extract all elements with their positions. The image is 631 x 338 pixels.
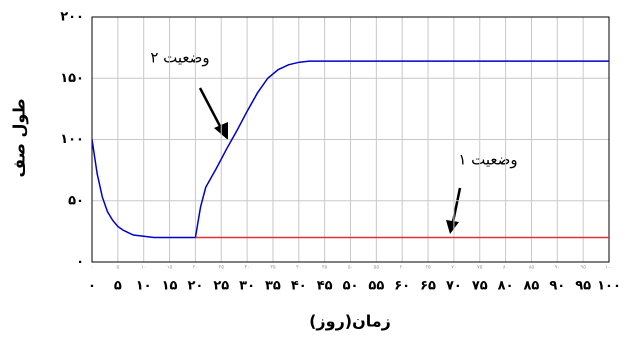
x-tick-label: ۵ <box>114 279 122 294</box>
x-tick-label: ۱۰ <box>136 279 152 294</box>
x-tick-label: ۱۰۰ <box>597 279 621 294</box>
x-tick-label: ۱۵ <box>162 279 178 294</box>
x-tick-label: ۶۵ <box>420 279 436 294</box>
x-tick-label-small: ۶۰ <box>400 265 405 271</box>
x-tick-label: ۵۵ <box>368 279 384 294</box>
x-tick-label: ۲۵ <box>213 279 229 294</box>
y-tick-label: ۱۵۰ <box>60 71 84 86</box>
x-tick-label: ۸۰ <box>498 279 514 294</box>
series-line <box>91 60 609 239</box>
x-tick-label-small: ۰ <box>91 265 94 271</box>
x-tick-label-small: ۶۵ <box>425 265 431 271</box>
x-tick-label-small: ۷۰ <box>451 265 456 271</box>
y-tick-label: ۱۰۰ <box>60 132 84 147</box>
annotation: وضعیت ۲ <box>150 49 209 67</box>
x-tick-label: ۸۵ <box>524 279 540 294</box>
x-tick-label: ۷۰ <box>446 279 462 294</box>
x-tick-label-small: ۳۵ <box>270 265 276 271</box>
x-tick-label: ۳۰ <box>239 279 255 294</box>
x-tick-label-small: ۱۰۰ <box>605 265 613 271</box>
x-tick-label: ۴۵ <box>317 279 333 294</box>
y-tick-label: ۲۰۰ <box>60 10 84 25</box>
x-tick-label-small: ۷۵ <box>477 265 483 271</box>
x-axis-label: زمان(روز) <box>309 312 391 331</box>
x-tick-label-small: ۹۵ <box>580 265 586 271</box>
x-tick-label: ۹۰ <box>549 279 565 294</box>
x-tick-label-small: ۹۰ <box>555 265 560 271</box>
x-tick-label: ۰ <box>88 279 96 294</box>
x-tick-label: ۷۵ <box>472 279 488 294</box>
x-tick-label: ۵۰ <box>343 279 359 294</box>
x-tick-label-small: ۲۰ <box>193 265 198 271</box>
x-tick-label-small: ۵۵ <box>374 265 380 271</box>
x-tick-label-small: ۴۵ <box>322 265 328 271</box>
x-tick-label: ۹۵ <box>575 279 591 294</box>
y-axis-label: طول صف <box>10 98 29 177</box>
x-tick-label: ۳۵ <box>265 279 281 294</box>
annotation: وضعیت ۱ <box>458 151 517 169</box>
x-tick-label-small: ۲۵ <box>219 265 225 271</box>
x-tick-label-small: ۳۰ <box>244 265 249 271</box>
y-tick-label: ۰ <box>76 255 84 270</box>
x-tick-label-small: ۱۰ <box>141 265 146 271</box>
x-tick-label-small: ۸۵ <box>529 265 535 271</box>
x-tick-label-small: ۵ <box>117 265 120 271</box>
x-tick-label-small: ۸۰ <box>503 265 508 271</box>
x-tick-label-small: ۵۰ <box>348 265 353 271</box>
x-tick-label: ۲۰ <box>187 279 203 294</box>
y-tick-label: ۵۰ <box>68 193 84 208</box>
x-tick-label: ۴۰ <box>291 279 307 294</box>
annotation-arrows <box>198 87 462 234</box>
x-tick-label-small: ۱۵ <box>167 265 173 271</box>
x-tick-label-small: ۴۰ <box>296 265 301 271</box>
x-tick-label: ۶۰ <box>394 279 410 294</box>
